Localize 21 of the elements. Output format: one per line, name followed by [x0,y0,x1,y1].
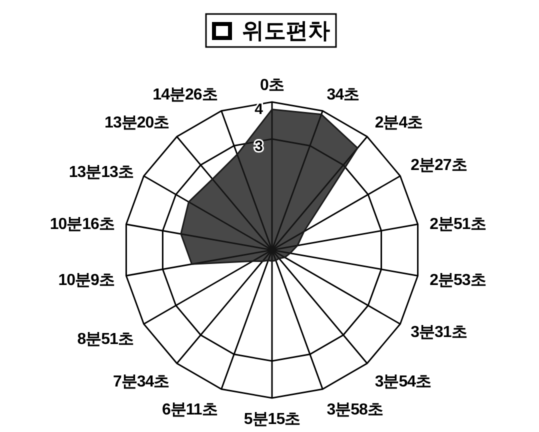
spoke-label: 2분27초 [410,157,468,174]
spoke-label: 5분15초 [244,411,301,428]
spoke-label: 2분53초 [430,272,486,289]
spoke-label: 3분31초 [410,324,468,341]
y-tick-label: 3 [254,138,263,155]
spoke-label: 14분26초 [152,86,218,104]
spoke-label: 2분4초 [374,114,424,132]
chart-title: 위도편차 [242,18,330,43]
y-tick-label: 4 [254,101,264,118]
spoke-label: 10분9초 [58,272,115,289]
spoke-label: 6분11초 [162,401,218,418]
spoke-label: 34초 [326,86,360,104]
spoke-label: 0초 [260,77,284,94]
spoke-label: 3분58초 [326,401,384,418]
spoke-label: 3분54초 [374,374,432,391]
spoke-label: 13분20초 [104,114,170,132]
spoke-label: 13분13초 [68,164,134,181]
spoke-label: 10분16초 [50,216,115,234]
spoke-label: 8분51초 [77,331,134,348]
spoke-label: 7분34초 [112,374,170,391]
spoke-label: 2분51초 [430,216,486,234]
